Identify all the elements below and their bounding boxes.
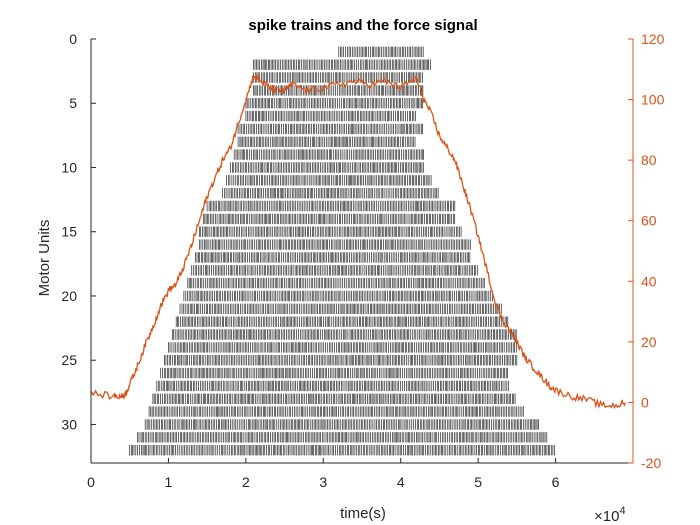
left-y-tick-label: 10 (61, 159, 77, 175)
spike-train (253, 59, 431, 70)
spike-train (137, 432, 548, 443)
x-tick-label: 5 (474, 474, 482, 490)
left-y-tick-label: 15 (61, 224, 77, 240)
spike-train (156, 380, 509, 392)
spike-train (179, 303, 502, 314)
spike-train (245, 110, 416, 122)
spike-train (175, 316, 509, 327)
spike-train (129, 445, 555, 456)
x-axis-label: time(s) (340, 505, 386, 522)
spike-train (152, 393, 516, 404)
spike-train (206, 200, 456, 212)
spike-train (253, 72, 423, 83)
spike-train (187, 277, 485, 289)
spike-train (195, 252, 471, 263)
spike-train (183, 290, 493, 302)
spike-train (191, 265, 479, 276)
right-y-tick-label: 60 (641, 213, 657, 229)
left-y-tick-label: 0 (69, 31, 77, 47)
spike-train (237, 136, 416, 147)
spike-train (222, 188, 439, 199)
right-y-tick-label: -20 (641, 455, 661, 471)
x-tick-label: 1 (165, 474, 173, 490)
x-tick-label: 2 (242, 474, 250, 490)
right-y-tick-label: 0 (641, 394, 649, 410)
spike-raster (129, 46, 555, 456)
spike-train (253, 85, 424, 96)
right-y-tick-label: 100 (641, 92, 665, 108)
spike-train (171, 329, 517, 340)
chart-title: spike trains and the force signal (248, 17, 477, 34)
left-y-tick-label: 30 (61, 416, 77, 432)
spike-train (144, 419, 539, 430)
spike-train (168, 342, 517, 353)
left-y-tick-label: 5 (69, 95, 77, 111)
spike-train (233, 149, 424, 160)
x-tick-label: 3 (319, 474, 327, 490)
right-y-tick-label: 20 (641, 334, 657, 350)
x-tick-label: 0 (87, 474, 95, 490)
force-signal-line (90, 72, 626, 410)
spike-train (230, 162, 424, 173)
right-y-tick-label: 40 (641, 273, 657, 289)
spike-train (199, 226, 462, 237)
spike-train (338, 46, 424, 57)
spike-train (160, 367, 508, 379)
right-y-tick-label: 120 (641, 31, 665, 47)
left-y-tick-label: 20 (61, 288, 77, 304)
spike-train (237, 123, 423, 135)
spike-train (226, 175, 432, 186)
y-axis-label: Motor Units (36, 220, 53, 297)
x-exponent-power: 4 (619, 505, 625, 517)
x-tick-label: 4 (397, 474, 405, 490)
spike-train (199, 239, 471, 250)
x-exponent-base: ×10 (594, 508, 619, 525)
spike-train (148, 406, 524, 417)
right-y-tick-label: 80 (641, 152, 657, 168)
spike-train (245, 98, 424, 109)
x-tick-label: 6 (552, 474, 560, 490)
x-exponent-label: ×104 (594, 505, 626, 525)
spike-train (164, 355, 518, 366)
spike-train (202, 213, 456, 225)
left-y-tick-label: 25 (61, 352, 77, 368)
